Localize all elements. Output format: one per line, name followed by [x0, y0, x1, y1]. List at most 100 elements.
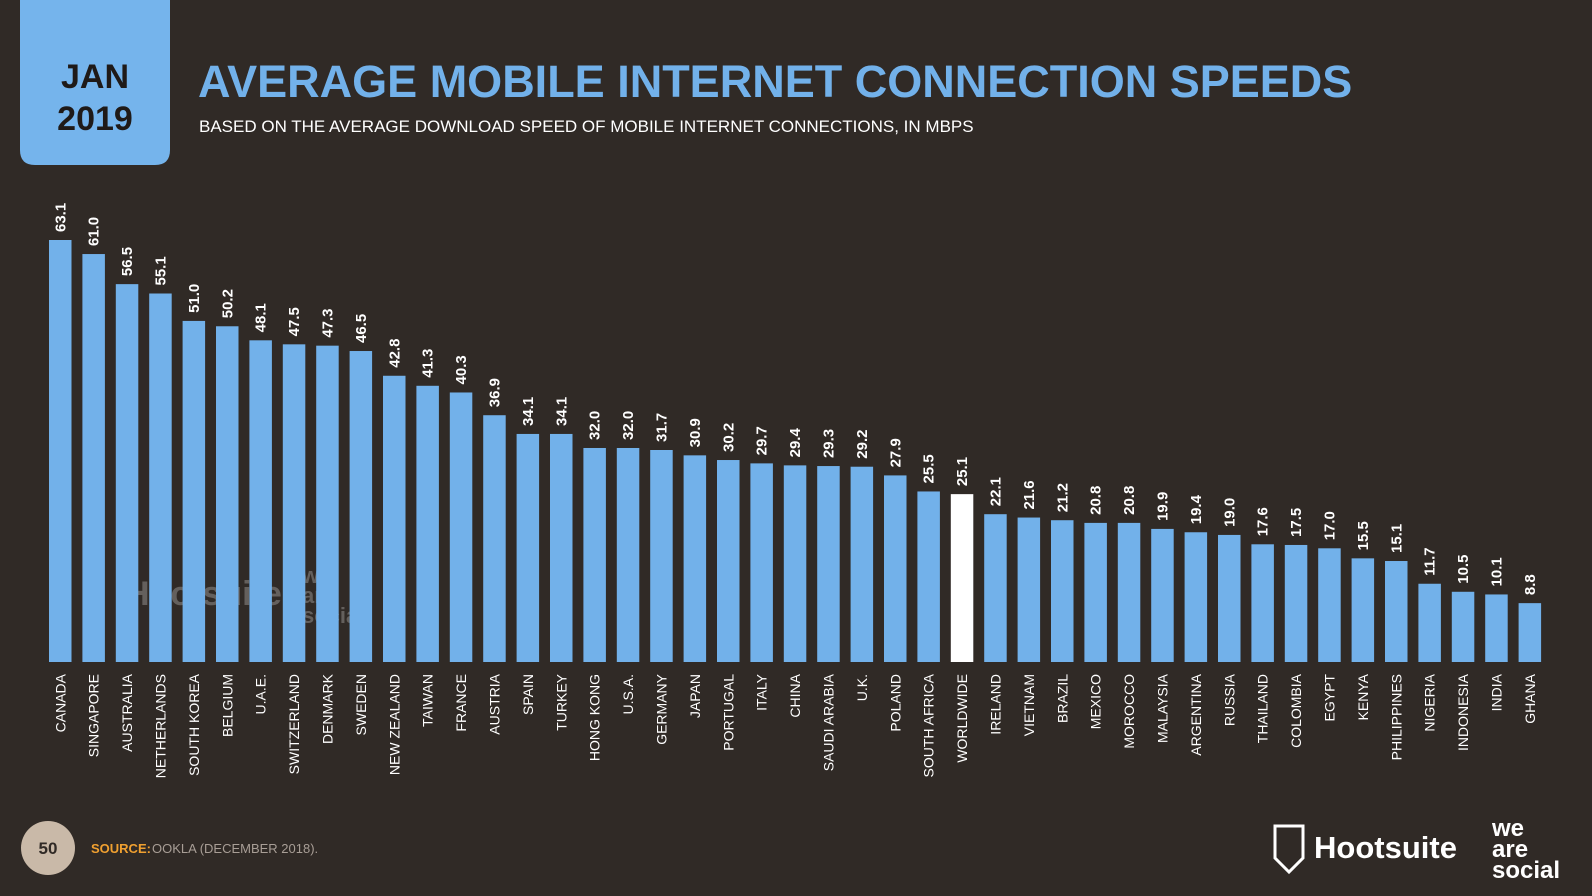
logo-are: are	[1492, 836, 1528, 863]
bar	[282, 344, 306, 662]
x-tick-label: TAIWAN	[420, 674, 436, 727]
value-label: 40.3	[453, 355, 470, 384]
bar	[383, 375, 406, 662]
bar	[884, 475, 907, 662]
x-tick-label: AUSTRALIA	[119, 673, 135, 751]
x-tick-label: IRELAND	[987, 674, 1003, 735]
x-tick-label: AUSTRIA	[486, 673, 502, 734]
bar	[850, 466, 874, 662]
value-label: 20.8	[1121, 486, 1138, 515]
x-tick-label: INDIA	[1488, 673, 1504, 711]
bar	[650, 449, 673, 662]
value-label: 41.3	[420, 349, 437, 378]
x-tick-label: BELGIUM	[219, 674, 235, 737]
value-label: 36.9	[486, 378, 503, 407]
x-tick-label: NEW ZEALAND	[386, 674, 402, 775]
x-tick-label: MEXICO	[1088, 674, 1104, 729]
x-tick-label: SOUTH AFRICA	[921, 673, 937, 777]
x-tick-label: CHINA	[787, 673, 803, 717]
date-badge	[20, 0, 170, 165]
bar	[1218, 534, 1241, 662]
page-badge	[21, 821, 75, 875]
bar	[616, 447, 640, 662]
bar	[316, 345, 339, 662]
x-tick-label: GERMANY	[653, 673, 669, 744]
value-label: 30.2	[720, 423, 737, 452]
x-tick-label: PORTUGAL	[720, 674, 736, 751]
value-label: 63.1	[52, 203, 69, 232]
value-label: 10.1	[1488, 557, 1505, 586]
logo-hootsuite: Hootsuite	[1314, 830, 1457, 865]
logo-we: we	[1491, 815, 1524, 842]
bar	[216, 326, 239, 662]
value-label: 21.2	[1054, 483, 1071, 512]
logo-social: social	[1492, 857, 1560, 884]
value-label: 8.8	[1522, 574, 1539, 595]
value-label: 32.0	[620, 411, 637, 440]
bar	[516, 433, 540, 662]
value-label: 17.6	[1255, 507, 1272, 536]
value-label: 61.0	[86, 217, 103, 246]
x-tick-label: VIETNAM	[1021, 674, 1037, 736]
bar	[1318, 548, 1341, 662]
value-label: 22.1	[987, 477, 1004, 506]
x-tick-label: DENMARK	[319, 673, 335, 744]
badge-year: 2019	[57, 100, 133, 138]
x-tick-label: BRAZIL	[1054, 674, 1070, 723]
x-tick-label: SAUDI ARABIA	[820, 673, 836, 771]
bar	[1184, 532, 1208, 662]
value-label: 42.8	[386, 339, 403, 368]
value-label: 47.5	[286, 307, 303, 336]
chart-subtitle: BASED ON THE AVERAGE DOWNLOAD SPEED OF M…	[199, 117, 974, 136]
bar	[750, 463, 773, 662]
value-label: 46.5	[353, 314, 370, 343]
bar	[984, 514, 1007, 662]
x-tick-label: JAPAN	[687, 674, 703, 718]
chart-title: AVERAGE MOBILE INTERNET CONNECTION SPEED…	[198, 56, 1352, 107]
bar	[249, 340, 272, 662]
value-label: 48.1	[253, 303, 270, 332]
source-text: OOKLA (DECEMBER 2018).	[152, 841, 318, 856]
value-label: 34.1	[553, 397, 570, 426]
value-label: 51.0	[186, 284, 203, 313]
x-tick-label: HONG KONG	[587, 674, 603, 761]
value-label: 19.0	[1221, 498, 1238, 527]
x-tick-label: GHANA	[1522, 673, 1538, 723]
value-label: 11.7	[1422, 547, 1439, 575]
x-tick-label: PHILIPPINES	[1388, 674, 1404, 760]
value-label: 29.2	[854, 430, 871, 459]
bar	[1485, 594, 1508, 662]
x-tick-label: U.A.E.	[253, 674, 269, 714]
x-tick-label: KENYA	[1355, 673, 1371, 720]
x-tick-label: NETHERLANDS	[152, 674, 168, 778]
bar	[583, 447, 606, 662]
value-label: 10.5	[1455, 555, 1472, 584]
page-number: 50	[39, 839, 58, 858]
value-label: 17.0	[1321, 511, 1338, 540]
bar	[1418, 583, 1441, 662]
x-tick-label: SWITZERLAND	[286, 674, 302, 774]
value-label: 21.6	[1021, 480, 1038, 509]
bar	[182, 320, 206, 662]
value-label: 20.8	[1088, 486, 1105, 515]
x-tick-label: COLOMBIA	[1288, 673, 1304, 748]
x-tick-label: U.K.	[854, 674, 870, 701]
value-label: 17.5	[1288, 508, 1305, 537]
x-tick-label: U.S.A.	[620, 674, 636, 714]
source-label: SOURCE:	[91, 841, 151, 856]
x-tick-label: FRANCE	[453, 674, 469, 732]
value-label: 15.5	[1355, 521, 1372, 550]
x-tick-label: TURKEY	[553, 673, 569, 730]
value-label: 50.2	[219, 289, 236, 318]
bar	[783, 465, 807, 662]
x-tick-label: SPAIN	[520, 674, 536, 715]
value-label: 25.1	[954, 457, 971, 486]
x-tick-label: ARGENTINA	[1188, 673, 1204, 755]
x-tick-label: SWEDEN	[353, 674, 369, 735]
x-tick-label: WORLDWIDE	[954, 674, 970, 763]
bar	[1451, 591, 1475, 662]
value-label: 19.9	[1154, 492, 1171, 521]
bar	[683, 455, 707, 662]
